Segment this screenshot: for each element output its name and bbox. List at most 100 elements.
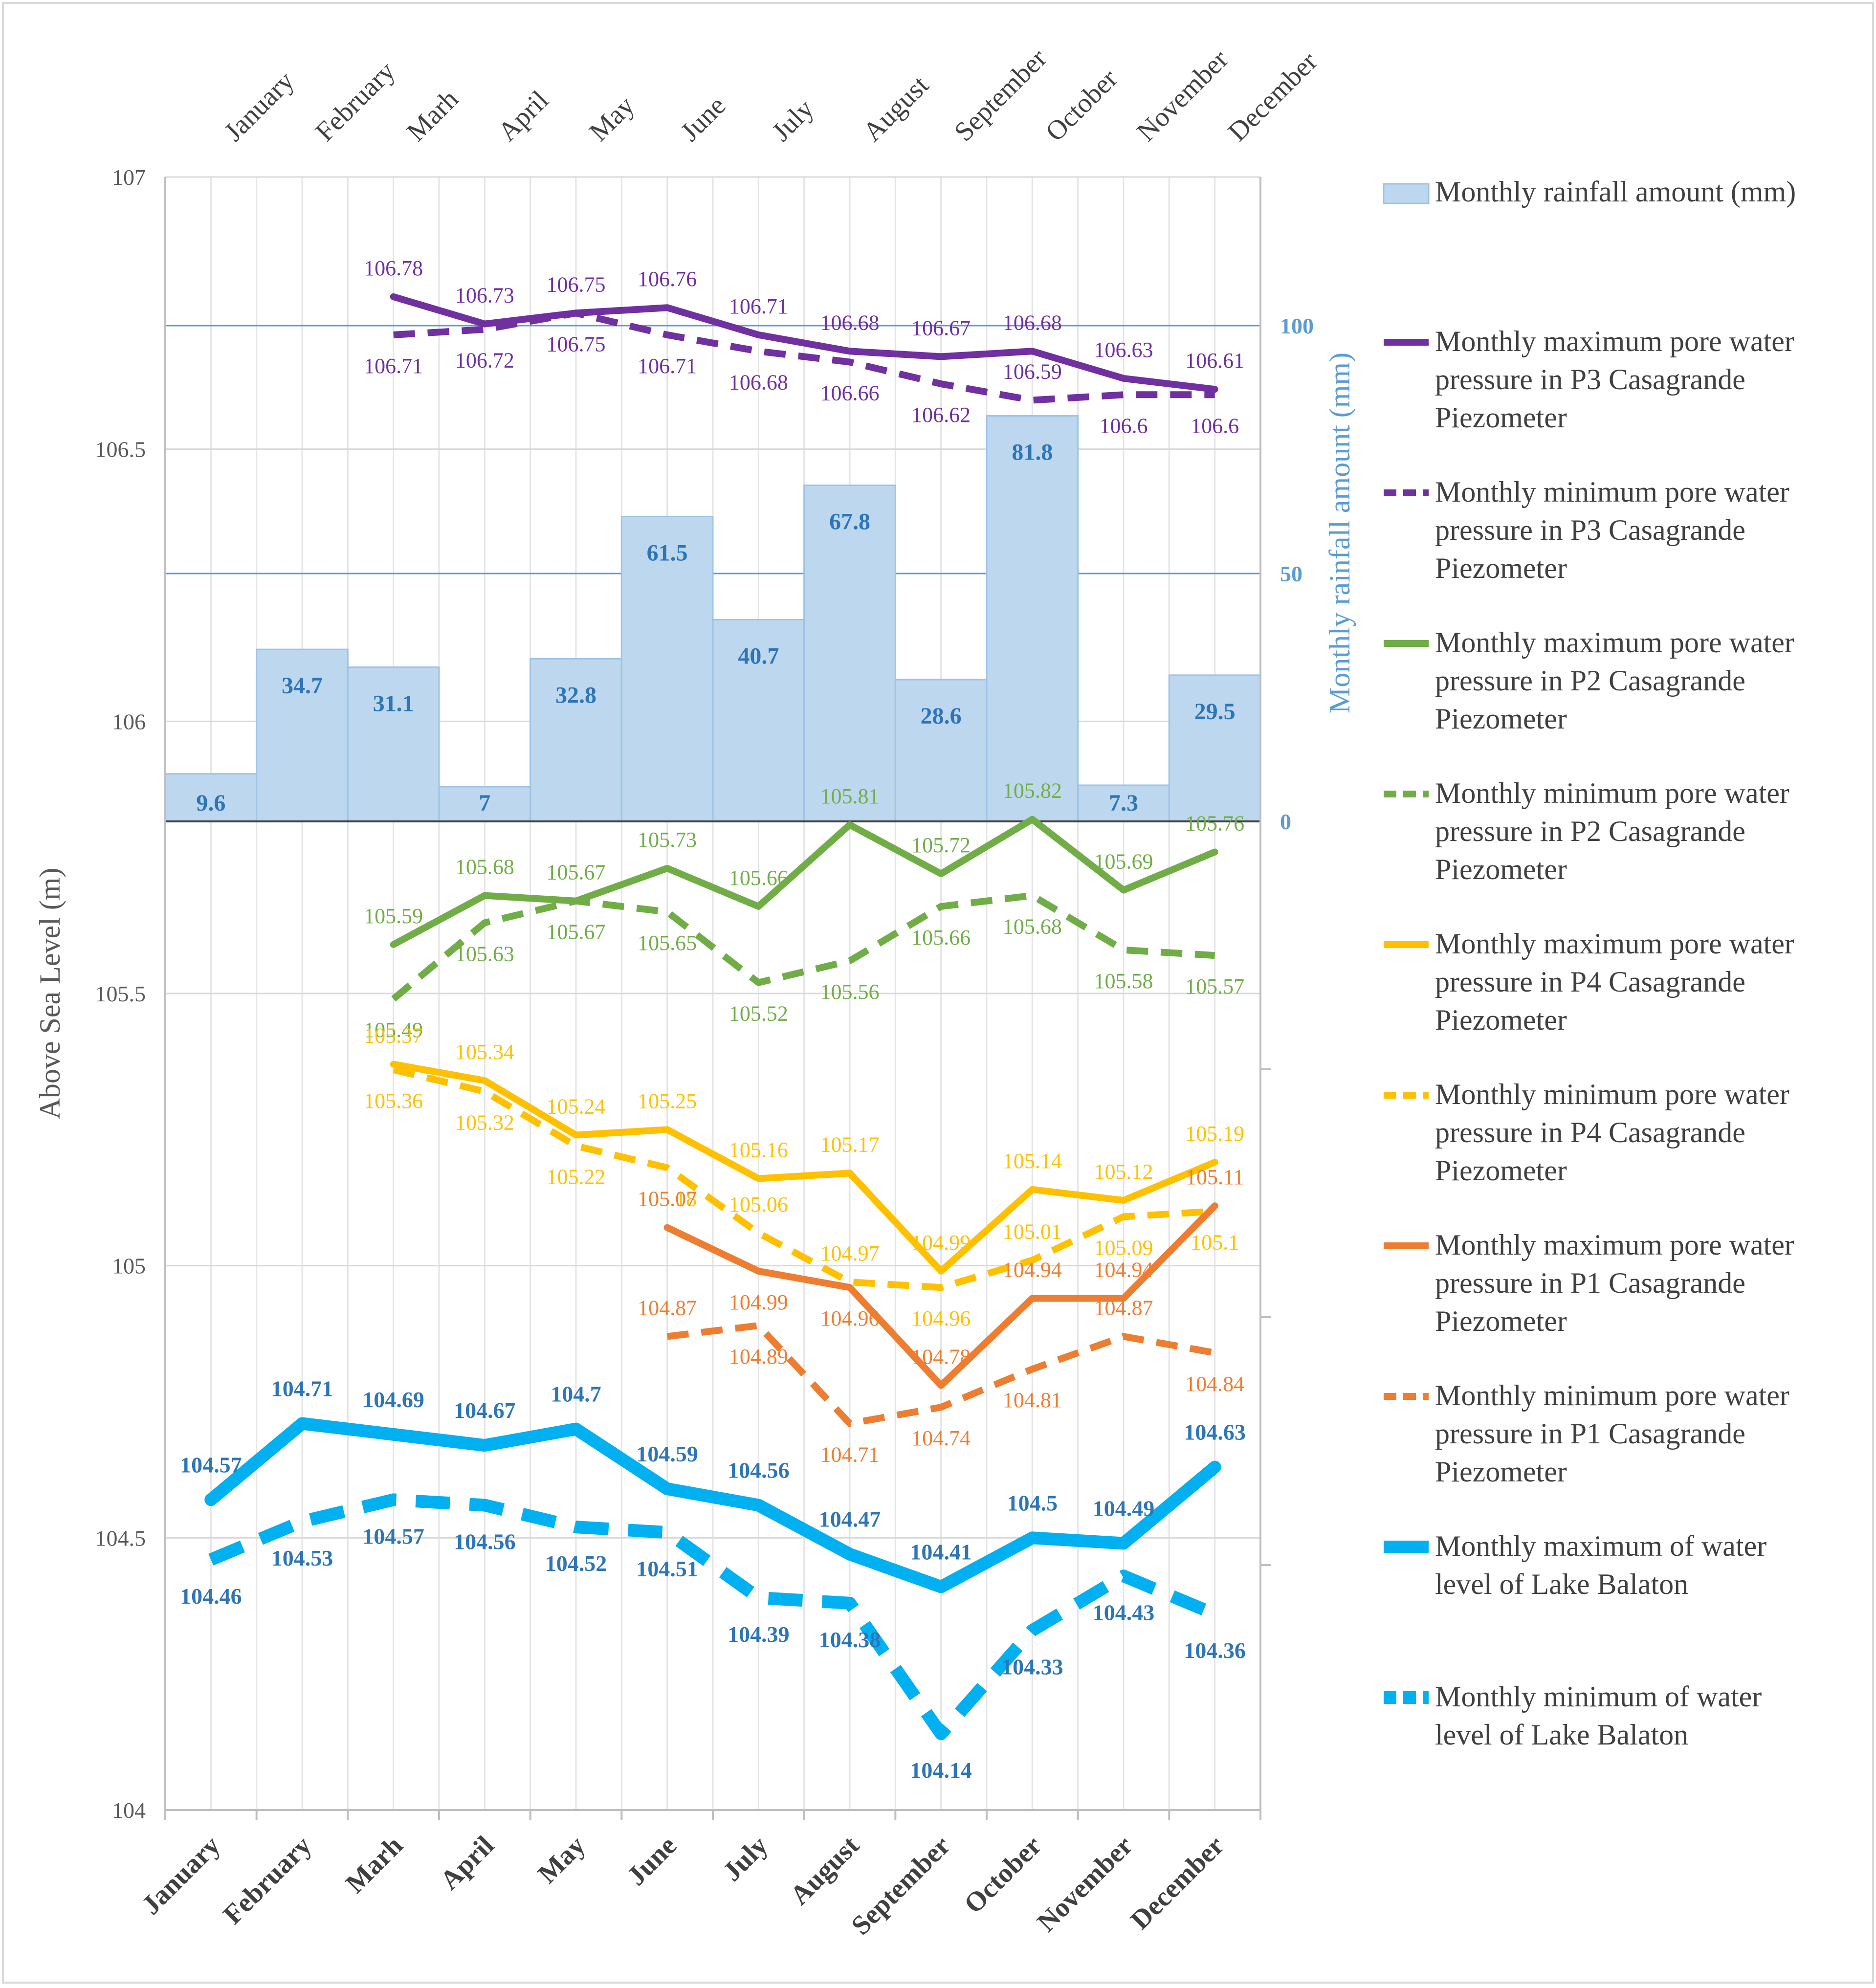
series-data-label: 105.07 (638, 1187, 697, 1211)
legend-entry-text: level of Lake Balaton (1435, 1719, 1688, 1751)
legend-entry-text: Piezometer (1435, 1305, 1567, 1337)
series-data-label: 105.57 (1185, 974, 1244, 998)
data-labels: 9.6 34.7 31.1 7 32.8 61.5 40.7 67.8 28.6 81.8 7.3 2… (180, 256, 1246, 1783)
series-data-label: 104.47 (819, 1507, 881, 1532)
series-data-label: 106.71 (729, 294, 788, 318)
series-data-label: 105.82 (1003, 779, 1062, 803)
series-data-label: 104.97 (820, 1241, 880, 1265)
legend-swatch-rainfall (1383, 183, 1430, 204)
series-data-label: 105.81 (820, 784, 880, 808)
rainfall-bar (164, 773, 258, 822)
series-data-label: 105.67 (547, 861, 606, 884)
series-data-label: 104.87 (1094, 1296, 1153, 1320)
series-data-label: 105.68 (1003, 915, 1062, 939)
rainfall-data-label: 31.1 (373, 691, 414, 717)
legend-entry-text: Piezometer (1435, 703, 1567, 735)
legend-entry-text: pressure in P2 Casagrande (1435, 815, 1745, 847)
rainfall-data-label: 40.7 (738, 643, 779, 669)
series-data-label: 106.78 (364, 256, 423, 280)
legend-entry-text: Monthly minimum pore water (1435, 777, 1789, 809)
series-data-label: 105.24 (547, 1094, 606, 1118)
series-data-label: 104.57 (180, 1452, 242, 1477)
legend-entry-text: pressure in P3 Casagrande (1435, 514, 1745, 546)
y2-tick-label: 100 (1280, 313, 1314, 338)
series-data-label: 105.69 (1094, 849, 1153, 873)
rainfall-bar (894, 679, 988, 822)
series-data-label: 106.71 (638, 354, 697, 378)
series-data-label: 106.71 (364, 354, 423, 378)
legend-entry-text: Monthly maximum pore water (1435, 626, 1794, 659)
series-data-label: 104.39 (728, 1622, 790, 1647)
rainfall-data-label: 67.8 (829, 509, 870, 535)
rainfall-data-label: 7 (479, 790, 490, 816)
series-line (666, 1322, 1215, 1427)
rainfall-bar (1168, 674, 1261, 822)
rainfall-data-label: 28.6 (921, 703, 962, 729)
series-data-label: 105.17 (820, 1132, 880, 1156)
series-line (390, 816, 1218, 948)
series-data-label: 104.99 (911, 1231, 971, 1255)
series-data-label: 105.66 (729, 866, 788, 890)
series-data-label: 104.67 (454, 1398, 516, 1423)
series-data-label: 104.74 (911, 1426, 971, 1450)
y-tick-label: 105.5 (95, 981, 146, 1006)
series-data-label: 106.75 (547, 272, 606, 296)
series-data-label: 105.59 (364, 904, 423, 928)
series-data-label: 105.09 (1094, 1236, 1153, 1259)
series-data-label: 104.14 (910, 1758, 972, 1783)
series-data-label: 104.51 (636, 1556, 698, 1581)
rainfall-data-label: 81.8 (1012, 440, 1053, 465)
series-data-label: 104.33 (1001, 1655, 1063, 1679)
series-data-label: 105.16 (729, 1138, 788, 1162)
series-line (663, 1202, 1218, 1389)
series-data-label: 105.58 (1094, 969, 1153, 993)
series-data-label: 105.22 (547, 1165, 606, 1189)
series-data-label: 104.96 (911, 1306, 971, 1330)
series-data-label: 105.72 (911, 833, 971, 857)
legend-entry-text: Monthly rainfall amount (mm) (1435, 176, 1796, 208)
rainfall-data-label: 29.5 (1194, 699, 1236, 725)
series-data-label: 105.76 (1185, 812, 1244, 836)
legend-entry-text: level of Lake Balaton (1435, 1568, 1688, 1600)
legend-entry-text: Monthly minimum pore water (1435, 1078, 1789, 1110)
rainfall-bar (347, 666, 440, 822)
series-data-label: 105.11 (1186, 1165, 1244, 1189)
series-data-label: 104.5 (1007, 1490, 1058, 1515)
series-data-label: 105.52 (729, 1002, 788, 1026)
series-data-label: 104.56 (728, 1458, 790, 1483)
series-data-label: 105.18 (638, 1187, 697, 1211)
series-line (204, 1417, 1221, 1593)
series-data-label: 105.32 (455, 1110, 514, 1134)
legend-entry-text: Piezometer (1435, 1154, 1567, 1187)
y-tick-label: 107 (112, 165, 146, 190)
rainfall-bar (712, 618, 805, 822)
series-data-label: 106.68 (820, 310, 880, 334)
series-data-label: 104.81 (1003, 1388, 1062, 1412)
series-data-label: 104.7 (551, 1382, 601, 1407)
series-line (393, 1066, 1215, 1291)
legend-entry-text: Monthly maximum pore water (1435, 1229, 1794, 1261)
legend-entry-text: Monthly minimum pore water (1435, 1379, 1789, 1412)
legend-entry-text: Piezometer (1435, 1004, 1567, 1036)
series-data-label: 104.57 (362, 1524, 424, 1548)
series-data-label: 105.68 (455, 855, 514, 879)
series-line (208, 1493, 1217, 1741)
series-data-label: 104.59 (636, 1441, 698, 1466)
legend-entry-text: Piezometer (1435, 552, 1567, 584)
y2-tick-label: 0 (1280, 809, 1291, 834)
series-data-label: 106.73 (455, 284, 514, 308)
legend-entry-text: pressure in P4 Casagrande (1435, 1116, 1745, 1149)
series-data-label: 105.12 (1094, 1160, 1153, 1184)
rainfall-bar (530, 658, 622, 822)
series-data-label: 104.38 (819, 1627, 881, 1652)
series-data-label: 105.34 (455, 1040, 514, 1064)
legend-entry-text: Monthly minimum of water (1435, 1680, 1762, 1713)
series-data-label: 104.87 (638, 1296, 697, 1320)
y-axis-title: Above Sea Level (m) (34, 868, 66, 1120)
series-data-label: 105.67 (547, 920, 606, 944)
legend-entry-text: Monthly minimum pore water (1435, 476, 1789, 508)
legend-entry-text: Monthly maximum pore water (1435, 928, 1794, 960)
series-data-label: 104.52 (545, 1551, 607, 1576)
